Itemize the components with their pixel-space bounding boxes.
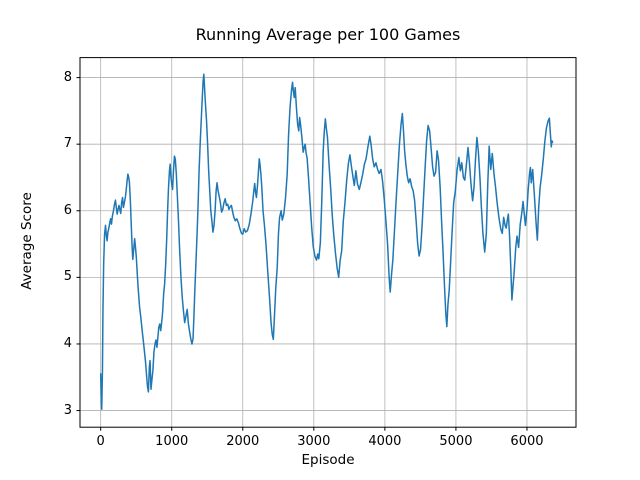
series-running-average [99, 73, 554, 410]
x-tick-label: 0 [96, 434, 105, 449]
axes-frame [79, 57, 577, 428]
y-tick-label: 8 [63, 69, 72, 85]
y-tick-label: 5 [63, 269, 72, 285]
x-tick-label: 2000 [226, 434, 260, 449]
x-tick-label: 3000 [297, 434, 331, 449]
y-tick-label: 4 [63, 335, 72, 351]
x-tick-label: 5000 [439, 434, 473, 449]
y-axis-label: Average Score [19, 192, 35, 290]
y-tick-label: 6 [63, 202, 72, 218]
x-tick-label: 6000 [510, 434, 544, 449]
y-tick-label: 7 [63, 136, 72, 152]
y-tick-label: 3 [63, 402, 72, 418]
x-tick-label: 1000 [155, 434, 189, 449]
x-axis-label: Episode [301, 452, 355, 468]
chart-title: Running Average per 100 Games [195, 25, 461, 44]
x-tick-label: 4000 [368, 434, 402, 449]
